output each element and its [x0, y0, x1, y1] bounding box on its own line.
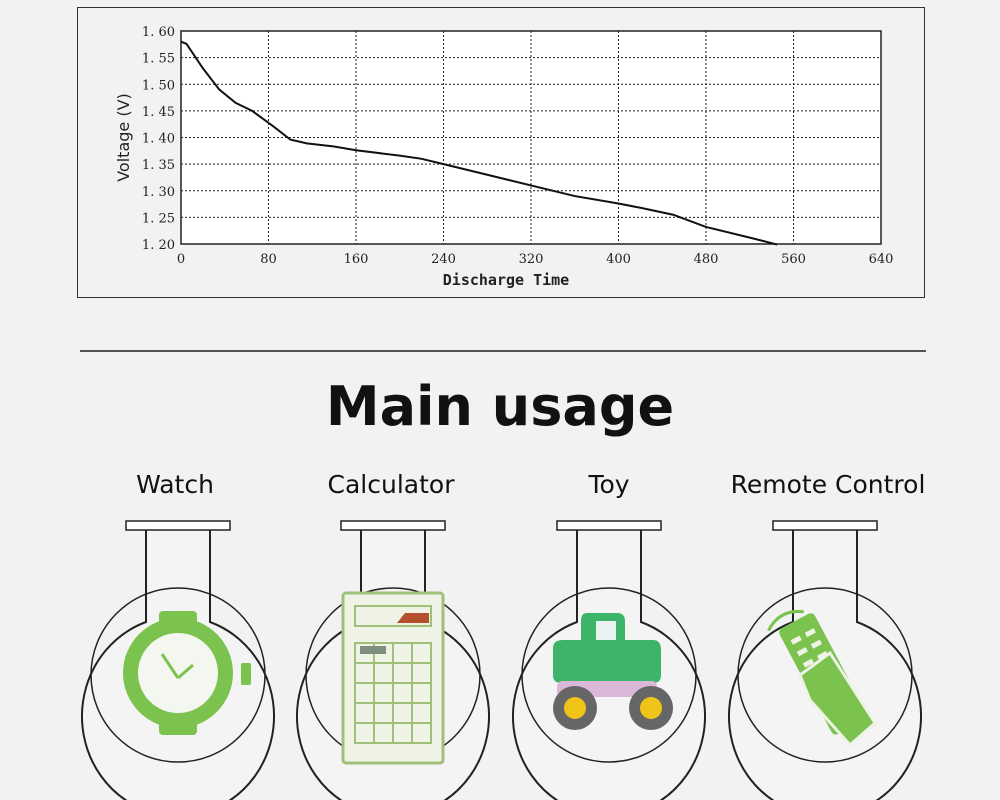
- divider: [80, 350, 926, 352]
- y-tick-label: 1. 30: [142, 185, 175, 200]
- usage-label-remote-control: Remote Control: [730, 470, 926, 499]
- calculator-icon: [341, 591, 445, 765]
- x-axis-label: Discharge Time: [443, 271, 569, 289]
- y-tick-label: 1. 50: [142, 78, 175, 93]
- x-tick-label: 640: [869, 252, 894, 267]
- usage-flasks: [81, 520, 922, 800]
- calculator-key: [411, 722, 432, 744]
- remote-control-icon: [767, 609, 877, 748]
- toy-truck-icon: [553, 613, 673, 730]
- section-title: Main usage: [325, 375, 675, 438]
- x-tick-label: 160: [344, 252, 369, 267]
- x-tick-label: 80: [260, 252, 277, 267]
- y-tick-label: 1. 25: [142, 211, 175, 226]
- x-tick-label: 240: [431, 252, 456, 267]
- y-tick-label: 1. 35: [142, 158, 175, 173]
- y-axis-label: Voltage (V): [114, 93, 133, 182]
- x-tick-label: 400: [606, 252, 631, 267]
- x-tick-label: 320: [519, 252, 544, 267]
- y-tick-label: 1. 45: [142, 105, 175, 120]
- usage-label-toy: Toy: [588, 470, 630, 499]
- y-tick-label: 1. 20: [142, 238, 175, 253]
- chart-frame: 0 80 160 240 320 400 480 560 640 1. 20 1. 25 1. 30 1…: [77, 7, 925, 298]
- y-tick-label: 1. 40: [142, 132, 175, 147]
- x-tick-label: 560: [781, 252, 806, 267]
- voltage-series-line: [180, 40, 778, 246]
- y-tick-label: 1. 60: [142, 25, 175, 40]
- usage-label-watch: Watch: [136, 470, 214, 499]
- discharge-chart: 0 80 160 240 320 400 480 560 640 1. 20 1. 25 1. 30 1…: [114, 25, 894, 289]
- x-tick-label: 0: [177, 252, 185, 267]
- x-tick-label: 480: [694, 252, 719, 267]
- watch-icon: [123, 611, 251, 735]
- y-tick-label: 1. 55: [142, 52, 175, 67]
- usage-label-calculator: Calculator: [327, 470, 455, 499]
